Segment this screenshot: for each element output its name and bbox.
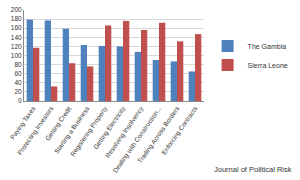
svg-text:Protecting Investors: Protecting Investors: [16, 104, 56, 156]
svg-text:Enforcing Contracts: Enforcing Contracts: [160, 104, 200, 156]
svg-text:20: 20: [14, 88, 22, 95]
svg-text:180: 180: [11, 15, 22, 22]
svg-text:100: 100: [11, 52, 22, 59]
svg-text:Dealing with Construction...: Dealing with Construction...: [111, 105, 163, 175]
svg-text:Getting Credit: Getting Credit: [44, 105, 74, 143]
svg-text:Trading Across Borders: Trading Across Borders: [136, 104, 182, 165]
svg-text:60: 60: [14, 70, 22, 77]
svg-text:120: 120: [11, 43, 22, 50]
svg-text:160: 160: [11, 24, 22, 31]
svg-text:80: 80: [14, 61, 22, 68]
svg-text:140: 140: [11, 34, 22, 41]
svg-text:The Gambia: The Gambia: [248, 43, 287, 50]
svg-text:200: 200: [11, 6, 22, 13]
svg-text:0: 0: [18, 97, 22, 104]
svg-text:Starting a Business: Starting a Business: [53, 104, 92, 155]
svg-text:Journal of Political Risk: Journal of Political Risk: [214, 165, 292, 174]
svg-text:Resolving Insolvency: Resolving Insolvency: [104, 104, 146, 159]
svg-text:Registering Property: Registering Property: [69, 104, 110, 158]
svg-text:Paying Taxes: Paying Taxes: [9, 104, 38, 141]
svg-text:40: 40: [14, 79, 22, 86]
svg-text:Sierra Leone: Sierra Leone: [248, 62, 288, 69]
svg-text:Getting Electricity: Getting Electricity: [92, 104, 128, 151]
